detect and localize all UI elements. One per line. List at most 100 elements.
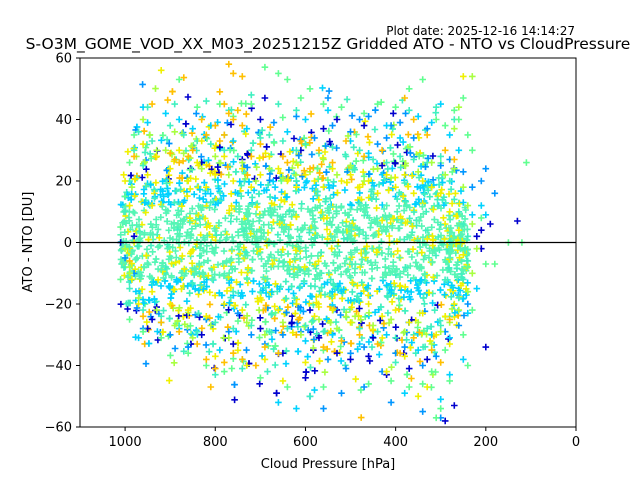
data-point-background <box>322 198 329 205</box>
data-point-background <box>227 121 235 128</box>
data-point-background <box>147 231 154 239</box>
data-point-background <box>260 229 268 237</box>
data-point-background <box>136 237 144 245</box>
data-point-background <box>131 176 139 183</box>
data-point-background <box>323 220 331 227</box>
data-point <box>405 319 413 326</box>
data-point <box>410 116 417 123</box>
data-point-background <box>154 276 162 284</box>
data-point-background <box>402 110 409 117</box>
data-point-background <box>361 118 369 125</box>
data-point-background <box>289 242 296 249</box>
data-point <box>270 119 278 126</box>
data-point <box>460 73 467 80</box>
data-point <box>374 165 381 172</box>
data-point <box>338 177 345 185</box>
data-point <box>284 76 291 83</box>
data-point <box>329 331 336 339</box>
data-point-background <box>301 184 308 191</box>
data-point-background <box>388 131 395 138</box>
data-point <box>221 359 228 366</box>
data-point-background <box>269 260 276 268</box>
data-point <box>126 257 133 265</box>
y-tick-label: 20 <box>55 175 72 190</box>
data-point-background <box>236 250 244 257</box>
data-point-background <box>260 221 268 229</box>
data-point <box>266 328 273 335</box>
data-point-background <box>344 132 352 140</box>
data-point-background <box>184 93 192 101</box>
data-point-background <box>256 154 263 162</box>
data-point <box>239 122 246 129</box>
data-point-background <box>292 310 299 317</box>
data-point-background <box>383 202 390 209</box>
data-point <box>311 134 318 142</box>
data-point <box>315 146 323 154</box>
data-point-background <box>268 310 276 317</box>
data-point <box>365 380 372 388</box>
data-point <box>166 331 174 339</box>
data-point-background <box>426 193 434 200</box>
data-point <box>405 365 413 372</box>
data-point-background <box>224 119 231 127</box>
data-point-background <box>404 248 412 255</box>
data-point <box>441 346 449 354</box>
data-point-background <box>202 341 210 349</box>
data-point-background <box>368 275 376 282</box>
data-point-background <box>461 215 469 223</box>
data-point <box>261 94 269 102</box>
data-point-background <box>358 279 366 286</box>
data-point-background <box>421 270 428 278</box>
data-point-background <box>139 81 146 88</box>
data-point-background <box>419 203 426 210</box>
data-point-background <box>271 194 279 202</box>
data-point-background <box>154 265 162 273</box>
data-point-background <box>383 282 390 289</box>
data-points <box>117 60 530 425</box>
data-point <box>207 140 215 148</box>
y-axis-label: ATO - NTO [DU] <box>21 192 36 293</box>
data-point <box>189 334 196 342</box>
data-point-background <box>271 183 279 191</box>
data-point <box>257 294 264 302</box>
data-point-background <box>227 212 235 219</box>
data-point <box>117 223 124 231</box>
data-point-background <box>208 275 216 283</box>
data-point-background <box>429 152 437 160</box>
data-point <box>401 171 408 179</box>
data-point-background <box>425 289 433 296</box>
data-point-background <box>354 282 361 289</box>
data-point <box>405 107 413 114</box>
data-point <box>392 306 399 314</box>
data-point-background <box>349 216 357 224</box>
data-point <box>451 402 458 409</box>
data-point <box>423 125 431 132</box>
data-point <box>514 217 521 225</box>
data-point <box>437 396 444 403</box>
data-point <box>266 165 273 172</box>
data-point-background <box>234 317 242 325</box>
data-point <box>135 128 142 136</box>
data-point-background <box>170 359 178 367</box>
data-point-background <box>143 246 151 253</box>
data-point <box>423 325 431 332</box>
data-point <box>347 162 354 169</box>
data-point <box>221 100 228 108</box>
data-point-background <box>245 178 253 186</box>
data-point-background <box>304 326 312 334</box>
data-point <box>221 146 228 154</box>
data-point-background <box>429 258 436 266</box>
data-point-background <box>195 260 203 267</box>
data-point-background <box>215 313 222 320</box>
data-point <box>212 171 219 179</box>
data-point-background <box>343 255 350 262</box>
data-point-background <box>140 190 148 198</box>
data-point <box>401 343 408 351</box>
data-point-background <box>382 263 389 271</box>
data-point-background <box>167 201 174 208</box>
data-point <box>248 91 255 99</box>
data-point <box>153 153 160 160</box>
data-point <box>207 322 215 329</box>
data-point-background <box>395 295 403 302</box>
data-point <box>302 374 309 382</box>
